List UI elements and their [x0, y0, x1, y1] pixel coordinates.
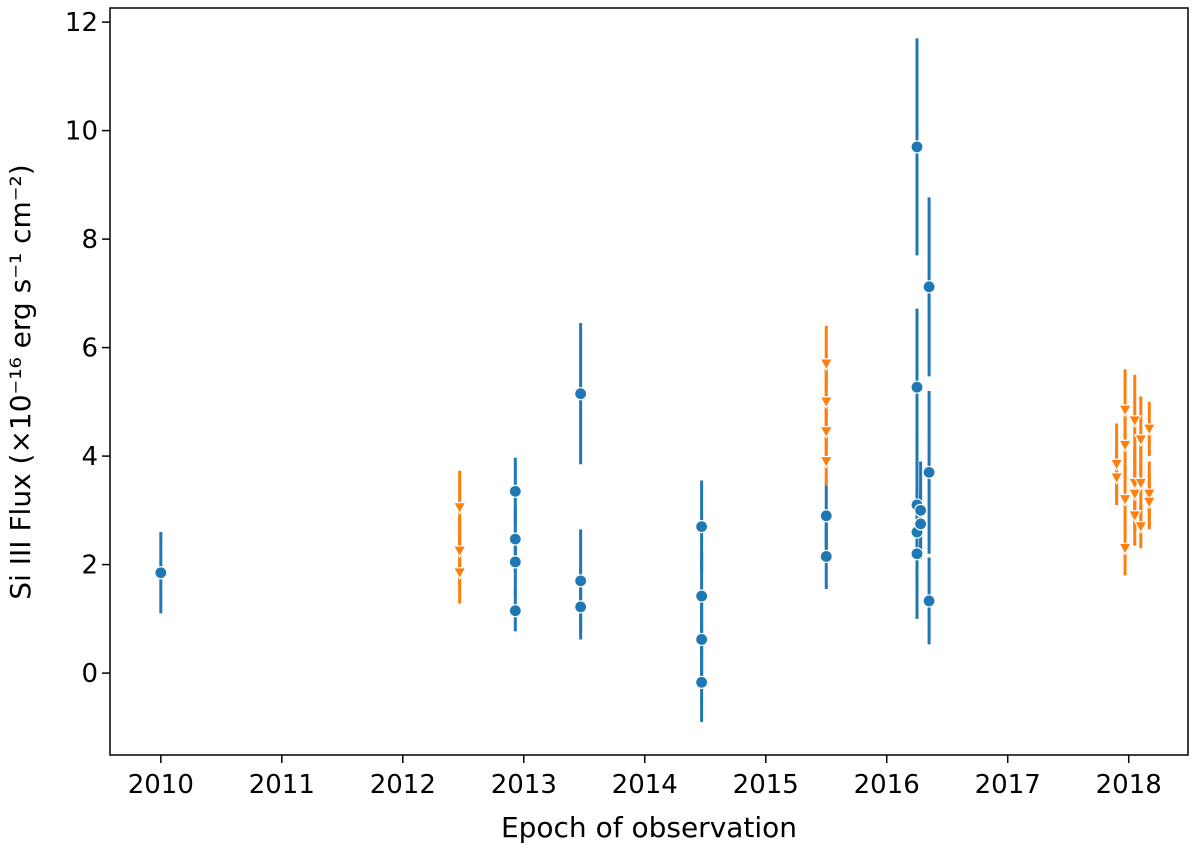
marker [1133, 477, 1148, 491]
x-tick-label: 2018 [1096, 770, 1162, 800]
x-tick-label: 2010 [128, 770, 194, 800]
marker [819, 455, 834, 469]
plot-frame [109, 7, 1189, 756]
marker [1142, 423, 1157, 437]
marker [695, 675, 709, 689]
marker [922, 280, 936, 294]
marker [154, 566, 168, 580]
y-tick-label: 10 [65, 117, 98, 147]
x-tick-label: 2013 [491, 770, 557, 800]
marker [922, 465, 936, 479]
x-tick-label: 2011 [249, 770, 315, 800]
y-tick-label: 0 [81, 659, 98, 689]
y-tick-label: 2 [81, 551, 98, 581]
marker [508, 532, 522, 546]
marker [574, 387, 588, 401]
marker [1109, 458, 1124, 472]
marker [508, 484, 522, 498]
y-tick-label: 6 [81, 334, 98, 364]
marker [574, 600, 588, 614]
marker [1118, 493, 1133, 507]
x-tick-label: 2017 [975, 770, 1041, 800]
marker [1133, 521, 1148, 534]
marker [1109, 472, 1124, 486]
marker [819, 426, 834, 439]
marker [1118, 439, 1133, 453]
x-tick-label: 2015 [733, 770, 799, 800]
marker [695, 589, 709, 603]
marker [452, 502, 467, 515]
marker [452, 545, 467, 559]
marker [910, 140, 924, 154]
x-tick-label: 2014 [612, 770, 678, 800]
y-tick-label: 4 [81, 442, 98, 472]
marker [910, 380, 924, 394]
marker [1142, 488, 1157, 502]
marker [695, 632, 709, 647]
marker [910, 547, 924, 561]
marker [914, 517, 928, 531]
y-axis-label: Si III Flux (×10⁻¹⁶ erg s⁻¹ cm⁻²) [4, 164, 37, 599]
marker [452, 567, 467, 580]
marker [508, 555, 522, 569]
marker [508, 604, 522, 618]
x-tick-label: 2016 [854, 770, 920, 800]
marker [574, 574, 588, 588]
x-tick-label: 2012 [370, 770, 436, 800]
marker [1118, 542, 1133, 556]
marker [695, 520, 709, 534]
y-tick-label: 8 [81, 225, 98, 255]
marker [922, 594, 936, 608]
marker [819, 549, 833, 564]
marker [819, 396, 834, 410]
x-axis-label: Epoch of observation [501, 811, 797, 844]
marker [1142, 496, 1157, 510]
marker [819, 509, 833, 523]
marker [1127, 510, 1142, 524]
y-tick-label: 12 [65, 8, 98, 38]
marker [819, 358, 834, 372]
marker [1133, 434, 1148, 448]
marker [1127, 415, 1142, 429]
marker [1118, 404, 1133, 418]
marker [1127, 488, 1142, 502]
marker [914, 503, 928, 517]
